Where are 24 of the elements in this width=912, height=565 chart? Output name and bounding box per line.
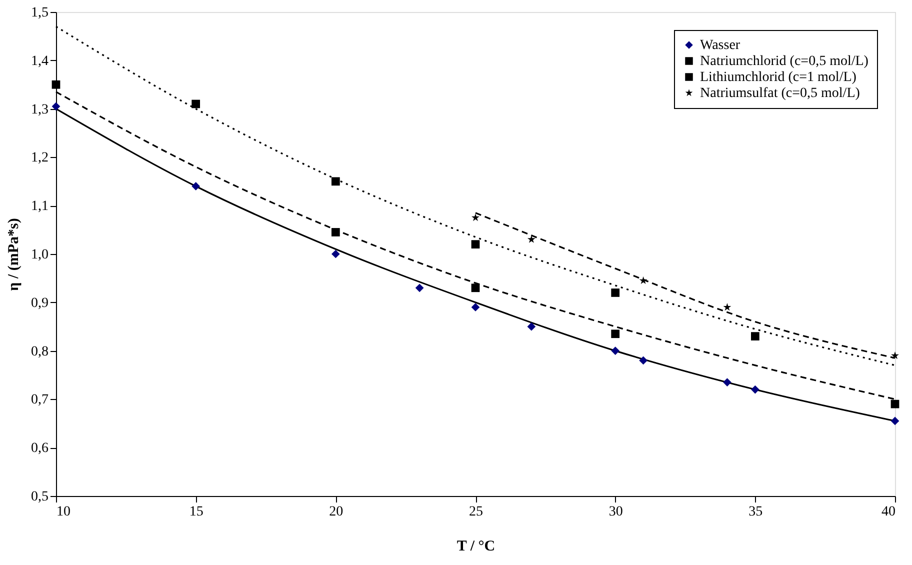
y-axis-title: η / (mPa*s) bbox=[6, 218, 22, 291]
legend-label: Wasser bbox=[700, 38, 740, 53]
y-tick-label: 0,5 bbox=[31, 490, 48, 504]
y-tick-label: 1,1 bbox=[31, 199, 48, 214]
y-tick-label: 0,8 bbox=[31, 344, 48, 360]
y-tick-label: 0,7 bbox=[31, 392, 48, 408]
x-tick-label: 35 bbox=[748, 504, 763, 520]
legend-label: Lithiumchlorid (c=1 mol/L) bbox=[700, 70, 857, 85]
legend-label: Natriumsulfat (c=0,5 mol/L) bbox=[700, 86, 860, 101]
x-tick-label: 10 bbox=[56, 504, 70, 520]
y-tick-label: 1,3 bbox=[31, 102, 48, 118]
legend-label: Natriumchlorid (c=0,5 mol/L) bbox=[700, 54, 869, 69]
y-tick-label: 0,6 bbox=[31, 441, 48, 456]
y-tick-label: 1,5 bbox=[31, 6, 48, 20]
y-tick-label: 0,9 bbox=[31, 296, 48, 311]
y-tick-label: 1,0 bbox=[31, 248, 48, 262]
y-tick-label: 1,2 bbox=[31, 150, 48, 166]
x-tick-label: 40 bbox=[882, 504, 896, 520]
y-tick-label: 1,4 bbox=[31, 54, 48, 69]
x-axis-title: T / °C bbox=[456, 538, 496, 554]
x-tick-label: 30 bbox=[608, 504, 623, 520]
x-tick-label: 20 bbox=[329, 504, 344, 520]
x-tick-label: 25 bbox=[469, 504, 483, 520]
x-tick-label: 15 bbox=[189, 504, 204, 520]
